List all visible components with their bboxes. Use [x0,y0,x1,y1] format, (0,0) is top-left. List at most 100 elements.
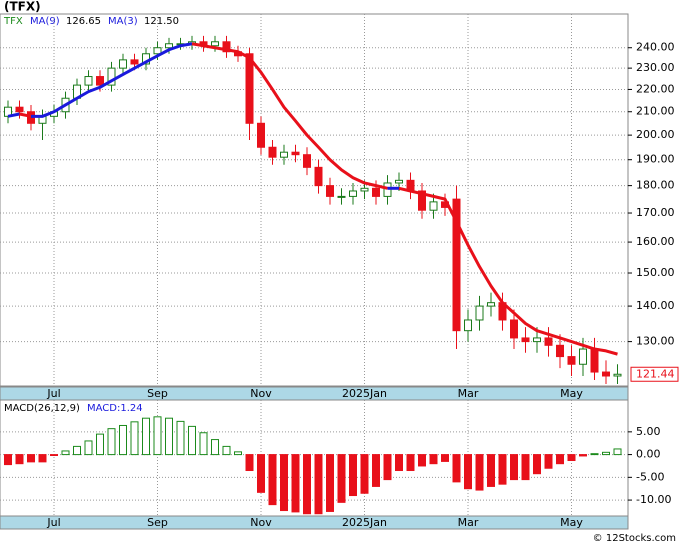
macd-bar [15,454,24,465]
candle-body [510,319,518,339]
macd-bar [4,454,12,466]
candle-body [613,373,622,377]
y-tick-label: 0.00 [636,448,661,461]
x-tick-label: Sep [147,516,168,529]
macd-bar [119,424,127,456]
macd-bar [544,454,553,469]
macd-bar [199,432,208,456]
macd-bar [487,454,495,487]
macd-bar [211,439,219,456]
macd-bar [326,454,334,512]
x-axis-strip [0,515,629,530]
candle-body [119,59,127,69]
candle-body [314,166,323,187]
candle-body [556,344,564,358]
macd-bar [429,454,438,465]
macd-bar [418,454,426,467]
price-panel [0,13,629,387]
indicator-value: 126.65 [66,16,101,27]
x-tick-label: Jul [46,516,60,529]
macd-bar [337,454,346,503]
macd-bar [406,454,415,472]
y-tick-label: 210.00 [636,105,675,118]
macd-bar [383,454,392,481]
y-tick-label: 200.00 [636,128,675,141]
x-tick-label: May [560,516,583,529]
candle-body [360,187,369,192]
macd-title: MACD(26,12,9) [4,403,80,414]
macd-bar [395,454,403,472]
candle-body [452,198,461,332]
candle-body [15,106,24,113]
macd-bar [27,454,35,463]
candle-body [567,356,576,365]
candle-body [153,47,162,55]
candle-body [326,185,334,197]
macd-bar [303,454,311,515]
x-tick-label: Mar [458,516,479,529]
macd-bar [510,454,518,481]
macd-bar [188,425,196,456]
y-tick-label: 190.00 [636,153,675,166]
y-tick-label: 230.00 [636,61,675,74]
last-price-box [630,366,679,382]
macd-bar [234,451,242,456]
macd-bar [280,454,288,512]
macd-value: MACD:1.24 [87,403,143,414]
macd-bar [176,420,185,456]
macd-bar [257,454,265,493]
y-tick-label: 180.00 [636,179,675,192]
x-tick-label: May [560,387,583,400]
macd-bar [50,454,58,456]
y-tick-label: 5.00 [636,425,661,438]
macd-bar [107,428,116,456]
macd-bar [314,454,323,515]
last-price-label: 121.44 [636,367,675,380]
candle-body [602,371,610,377]
macd-bar [533,454,541,475]
y-tick-label: -5.00 [636,470,664,483]
macd-bar [96,433,104,456]
ma-line [31,42,193,118]
macd-bar [165,417,173,456]
macd-bar [521,454,530,481]
y-tick-label: 150.00 [636,266,675,279]
candle-body [211,41,219,47]
y-tick-label: 170.00 [636,206,675,219]
candle-body [372,187,380,197]
candle-body [222,41,231,53]
macd-bar [441,454,449,462]
macd-bar [291,454,300,513]
macd-bar [142,417,150,456]
candle-body [337,195,346,198]
y-tick-label: -10.00 [636,493,671,506]
macd-bar [556,454,564,465]
indicator-value: 121.50 [144,16,179,27]
candle-body [418,190,426,211]
macd-bar [475,454,484,491]
macd-bar [602,451,610,456]
macd-bar [613,448,622,456]
macd-bar [268,454,277,506]
candle-body [245,53,254,124]
macd-bar [73,445,81,456]
indicator-name: MA(9) [30,16,60,27]
ma-line [19,112,32,118]
macd-bar [222,445,231,456]
macd-bar [372,454,380,487]
y-tick-label: 130.00 [636,335,675,348]
candle-body [579,348,587,365]
ma-line [398,186,618,356]
macd-bar [130,421,139,456]
macd-bar [498,454,507,485]
candle-body [395,179,403,184]
chart-title: (TFX) [4,0,41,14]
x-tick-label: 2025Jan [342,387,387,400]
macd-bar [61,450,70,456]
candle-body [96,76,104,86]
ma-line [191,42,388,190]
x-tick-label: Nov [250,387,272,400]
macd-bar [360,454,369,494]
candle-body [464,319,472,332]
